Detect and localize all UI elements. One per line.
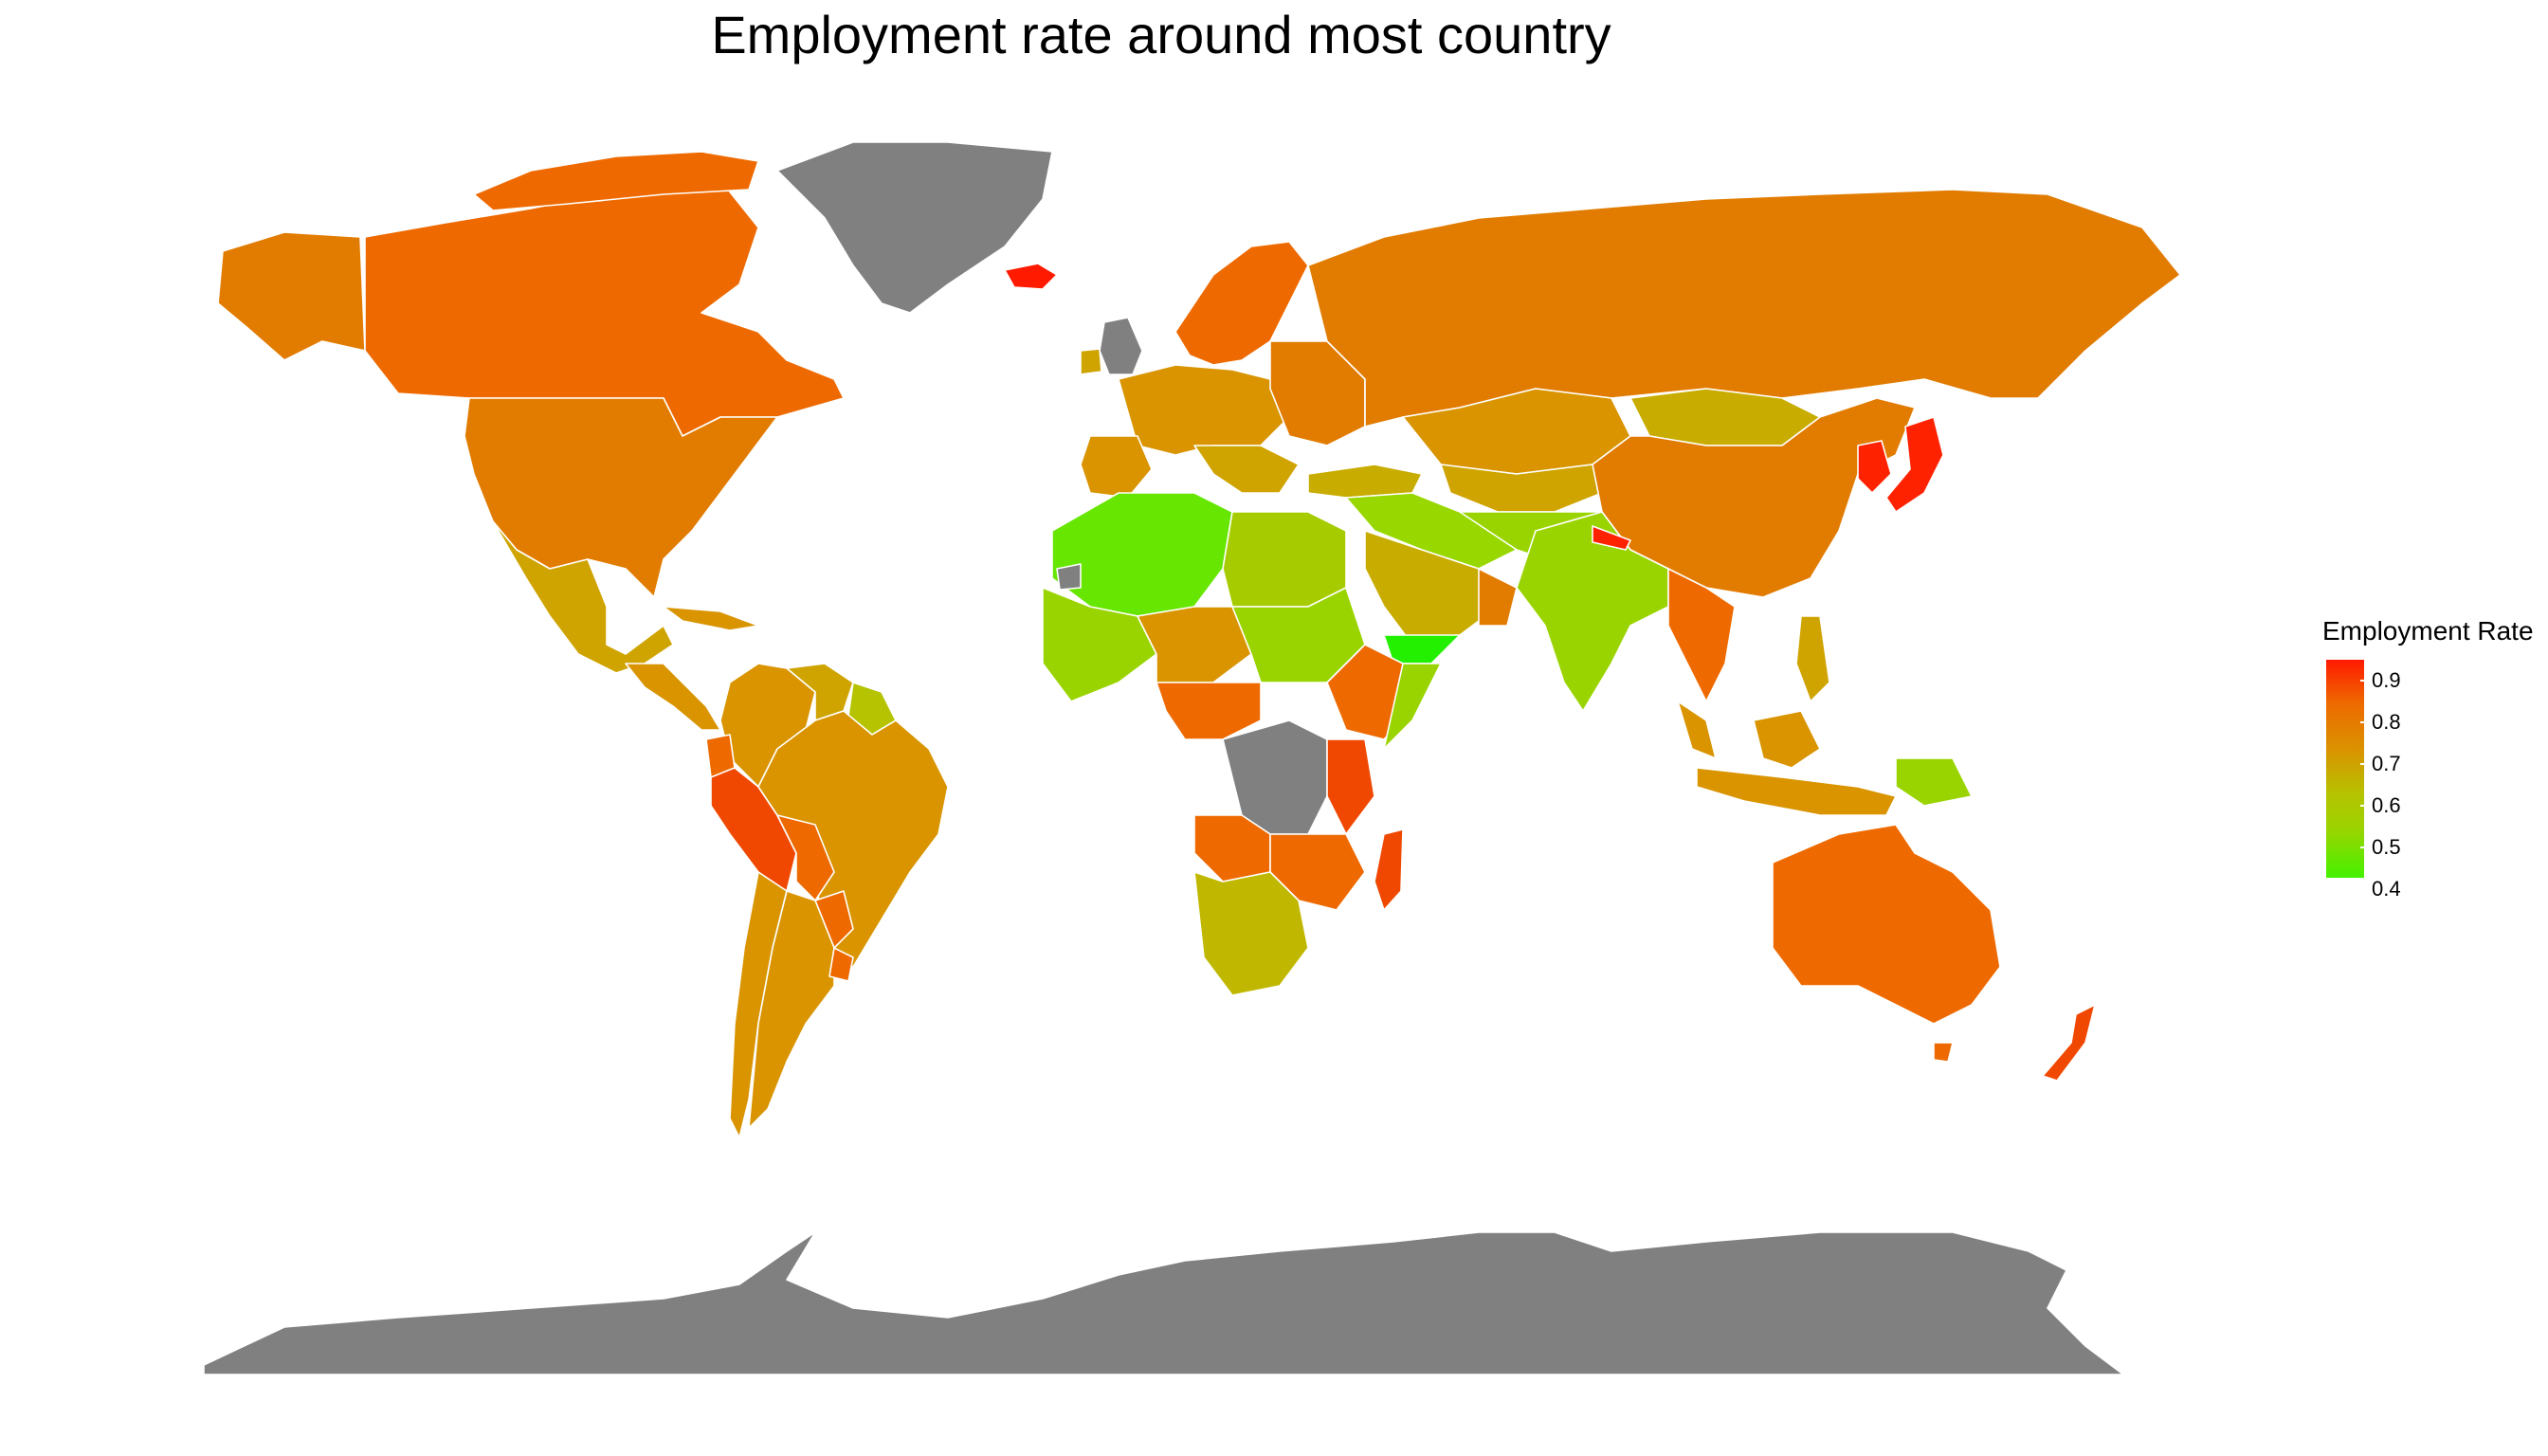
region-antarctica (203, 1231, 2124, 1375)
region-uk (1099, 317, 1143, 375)
region-cuba (663, 606, 759, 631)
region-ireland (1080, 348, 1102, 375)
region-east-africa (1326, 738, 1375, 835)
region-mexico (492, 520, 674, 674)
legend-colorbar (2326, 660, 2364, 878)
region-turkey (1307, 464, 1423, 499)
region-somalia (1383, 663, 1442, 750)
region-japan (1885, 416, 1944, 513)
region-italy-balkans (1193, 445, 1300, 494)
region-argentina (748, 890, 835, 1129)
region-usa (464, 397, 778, 598)
region-nepal (1592, 525, 1631, 551)
region-new-zealand (2042, 1004, 2096, 1082)
region-uruguay (828, 947, 854, 982)
region-sahel (1137, 606, 1252, 683)
map-title: Employment rate around most country (711, 5, 1611, 64)
region-tasmania (1933, 1042, 1954, 1063)
region-iberia (1080, 435, 1153, 499)
region-russia (1307, 189, 2181, 428)
legend-tick: 0.6 (2360, 793, 2401, 817)
region-central-africa (1156, 682, 1262, 740)
region-libya-egypt (1222, 511, 1347, 608)
region-philippines (1795, 615, 1830, 702)
region-iceland (1004, 263, 1058, 290)
region-madagascar (1374, 828, 1404, 911)
region-scandinavia (1174, 241, 1309, 366)
region-central-asia (1440, 464, 1603, 513)
region-western-sahara (1056, 563, 1082, 591)
legend-tick: 0.7 (2360, 752, 2401, 775)
region-southern-africa (1193, 871, 1309, 996)
region-maghreb (1051, 492, 1233, 617)
region-australia (1772, 824, 2001, 1025)
legend-tick: 0.9 (2360, 668, 2401, 692)
region-central-america (625, 663, 721, 731)
legend-tick: 0.5 (2360, 835, 2401, 859)
region-borneo (1753, 710, 1821, 769)
region-se-asia (1667, 568, 1736, 702)
legend-tick: 0.8 (2360, 710, 2401, 734)
legend-title: Employment Rate (2322, 616, 2534, 646)
region-alaska (217, 231, 366, 361)
region-malaysia (1677, 701, 1717, 759)
legend-tick: 0.4 (2360, 877, 2401, 901)
region-oman (1478, 568, 1518, 627)
region-west-africa (1042, 587, 1157, 702)
region-greenland (776, 141, 1053, 314)
region-canada-islands (473, 151, 759, 211)
region-png (1895, 757, 1973, 807)
region-indonesia (1696, 767, 1897, 816)
region-peru (710, 767, 797, 892)
region-western-europe (1118, 364, 1290, 456)
legend: Employment Rate 0.9 0.8 0.7 0.6 0.5 0.4 (2322, 616, 2540, 901)
region-korea (1857, 440, 1892, 494)
